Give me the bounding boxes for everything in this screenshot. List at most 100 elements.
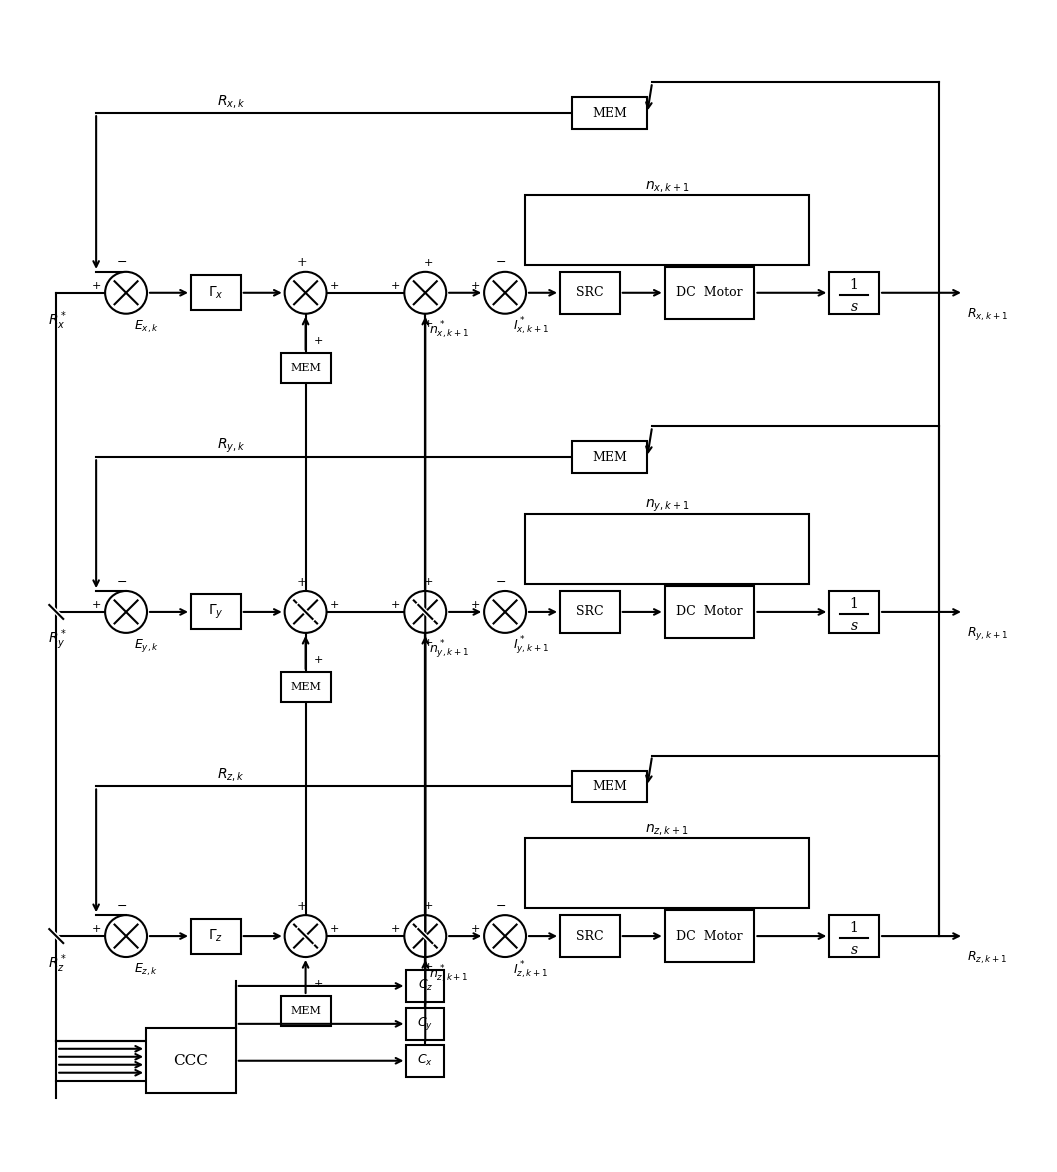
Text: +: + xyxy=(391,924,400,934)
Text: $I^*_{z,k+1}$: $I^*_{z,k+1}$ xyxy=(513,959,549,981)
Text: $C_y$: $C_y$ xyxy=(418,1015,433,1033)
FancyBboxPatch shape xyxy=(191,594,241,629)
FancyBboxPatch shape xyxy=(665,911,755,962)
Text: 1: 1 xyxy=(850,921,858,935)
Text: +: + xyxy=(330,281,339,291)
Circle shape xyxy=(284,915,327,958)
Text: $E_{y,k}$: $E_{y,k}$ xyxy=(134,638,159,654)
FancyBboxPatch shape xyxy=(191,919,241,954)
Text: SRC: SRC xyxy=(576,286,604,299)
Text: +: + xyxy=(424,577,433,587)
Circle shape xyxy=(284,591,327,633)
FancyBboxPatch shape xyxy=(406,970,444,1002)
Text: +: + xyxy=(296,900,307,913)
Text: $R_{x,k+1}$: $R_{x,k+1}$ xyxy=(967,307,1007,323)
Circle shape xyxy=(484,591,526,633)
Text: +: + xyxy=(424,258,433,268)
Text: $R_{z,k+1}$: $R_{z,k+1}$ xyxy=(967,949,1007,966)
Text: MEM: MEM xyxy=(291,682,321,691)
Text: $I^*_{x,k+1}$: $I^*_{x,k+1}$ xyxy=(513,316,549,338)
Text: MEM: MEM xyxy=(592,451,627,464)
Text: $n^*_{z,k+1}$: $n^*_{z,k+1}$ xyxy=(429,963,469,984)
Text: +: + xyxy=(470,600,480,609)
Text: $R_z^*$: $R_z^*$ xyxy=(49,953,68,975)
Text: 1: 1 xyxy=(850,278,858,292)
FancyBboxPatch shape xyxy=(829,272,879,314)
Text: +: + xyxy=(391,281,400,291)
Text: +: + xyxy=(296,257,307,270)
Text: MEM: MEM xyxy=(592,781,627,793)
Text: +: + xyxy=(330,924,339,934)
Text: SRC: SRC xyxy=(576,929,604,942)
Circle shape xyxy=(405,915,446,958)
Text: MEM: MEM xyxy=(291,1006,321,1016)
FancyBboxPatch shape xyxy=(573,442,647,473)
Text: $R_{y,k+1}$: $R_{y,k+1}$ xyxy=(967,626,1007,642)
FancyBboxPatch shape xyxy=(573,97,647,129)
Text: $\Gamma_y$: $\Gamma_y$ xyxy=(208,602,224,621)
Text: −: − xyxy=(117,575,127,588)
Circle shape xyxy=(105,591,147,633)
Circle shape xyxy=(484,915,526,958)
FancyBboxPatch shape xyxy=(281,672,331,702)
Circle shape xyxy=(105,915,147,958)
Text: +: + xyxy=(330,600,339,609)
Text: $\Gamma_x$: $\Gamma_x$ xyxy=(208,285,224,301)
FancyBboxPatch shape xyxy=(829,591,879,633)
FancyBboxPatch shape xyxy=(406,1044,444,1077)
Text: +: + xyxy=(314,979,323,989)
FancyBboxPatch shape xyxy=(665,586,755,638)
Text: $n_{x,k+1}$: $n_{x,k+1}$ xyxy=(645,179,689,195)
FancyBboxPatch shape xyxy=(560,591,619,633)
FancyBboxPatch shape xyxy=(560,915,619,958)
Text: $I^*_{y,k+1}$: $I^*_{y,k+1}$ xyxy=(513,635,549,657)
Text: $R_{x,k}$: $R_{x,k}$ xyxy=(217,93,245,110)
Text: +: + xyxy=(470,281,480,291)
Text: +: + xyxy=(92,924,100,934)
Text: SRC: SRC xyxy=(576,606,604,619)
Text: −: − xyxy=(117,900,127,913)
Text: +: + xyxy=(424,962,433,972)
Text: DC  Motor: DC Motor xyxy=(676,286,743,299)
Text: CCC: CCC xyxy=(173,1054,208,1068)
Text: $\Gamma_z$: $\Gamma_z$ xyxy=(208,928,223,945)
Text: DC  Motor: DC Motor xyxy=(676,929,743,942)
Text: $E_{x,k}$: $E_{x,k}$ xyxy=(134,319,159,335)
Circle shape xyxy=(405,591,446,633)
Text: +: + xyxy=(92,281,100,291)
Text: −: − xyxy=(496,575,506,588)
FancyBboxPatch shape xyxy=(281,353,331,382)
Text: MEM: MEM xyxy=(592,107,627,120)
Circle shape xyxy=(484,272,526,314)
Text: $R_{y,k}$: $R_{y,k}$ xyxy=(217,436,245,455)
Text: +: + xyxy=(424,319,433,328)
FancyBboxPatch shape xyxy=(525,515,810,584)
FancyBboxPatch shape xyxy=(560,272,619,314)
Text: $E_{z,k}$: $E_{z,k}$ xyxy=(134,962,159,979)
FancyBboxPatch shape xyxy=(525,195,810,265)
FancyBboxPatch shape xyxy=(191,275,241,311)
Text: $n^*_{x,k+1}$: $n^*_{x,k+1}$ xyxy=(429,320,469,341)
Text: +: + xyxy=(92,600,100,609)
Text: +: + xyxy=(424,901,433,911)
FancyBboxPatch shape xyxy=(829,915,879,958)
Text: −: − xyxy=(496,257,506,270)
FancyBboxPatch shape xyxy=(573,770,647,803)
Text: DC  Motor: DC Motor xyxy=(676,606,743,619)
FancyBboxPatch shape xyxy=(525,838,810,908)
Text: s: s xyxy=(851,943,857,958)
Text: +: + xyxy=(424,638,433,648)
Text: +: + xyxy=(391,600,400,609)
Text: $C_x$: $C_x$ xyxy=(418,1054,433,1069)
FancyBboxPatch shape xyxy=(665,267,755,319)
Circle shape xyxy=(284,272,327,314)
Text: s: s xyxy=(851,619,857,633)
Text: $n^*_{y,k+1}$: $n^*_{y,k+1}$ xyxy=(429,639,469,661)
Text: +: + xyxy=(314,655,323,665)
Text: +: + xyxy=(470,924,480,934)
Text: −: − xyxy=(496,900,506,913)
Text: −: − xyxy=(117,257,127,270)
Text: $R_y^*$: $R_y^*$ xyxy=(49,628,68,652)
FancyBboxPatch shape xyxy=(406,1008,444,1040)
Circle shape xyxy=(105,272,147,314)
